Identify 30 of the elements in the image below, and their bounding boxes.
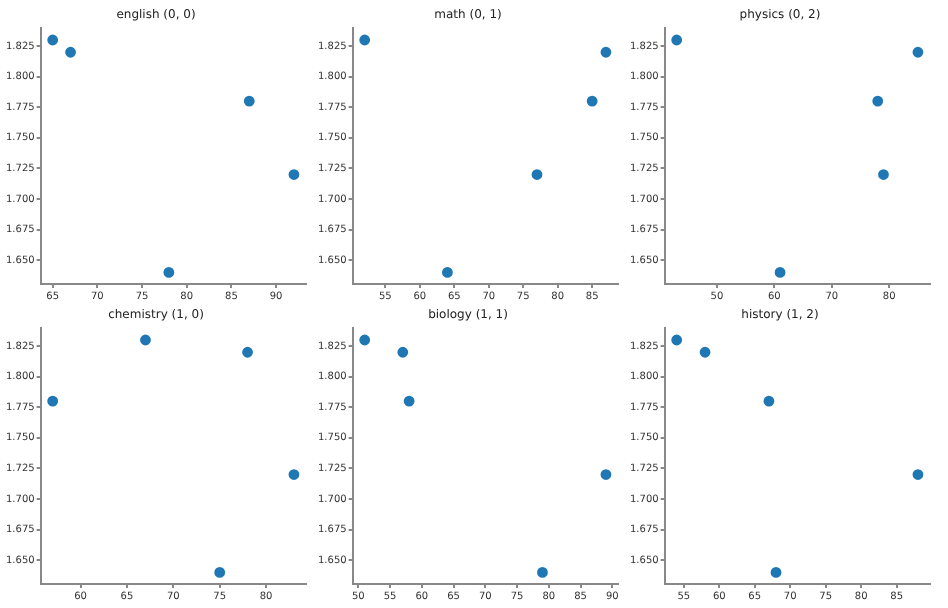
- point: [912, 46, 924, 58]
- point: [699, 346, 711, 358]
- point: [65, 46, 76, 58]
- point: [872, 95, 884, 107]
- point: [774, 266, 786, 278]
- point: [763, 395, 775, 407]
- point: [397, 346, 409, 358]
- point: [671, 334, 683, 346]
- point: [671, 34, 683, 46]
- point: [600, 469, 612, 480]
- point: [403, 395, 415, 407]
- point: [288, 469, 300, 480]
- point: [242, 346, 253, 358]
- point: [163, 266, 175, 278]
- point: [537, 566, 548, 578]
- point: [586, 95, 598, 107]
- point: [600, 46, 612, 58]
- point: [878, 169, 889, 180]
- point: [140, 334, 151, 346]
- point: [442, 266, 453, 278]
- point: [912, 469, 924, 480]
- point: [359, 34, 371, 46]
- point: [47, 395, 59, 407]
- point: [47, 34, 59, 46]
- point: [531, 169, 543, 180]
- point: [214, 566, 226, 578]
- point: [359, 334, 371, 346]
- point: [770, 566, 782, 578]
- point: [243, 95, 255, 107]
- point: [288, 169, 300, 180]
